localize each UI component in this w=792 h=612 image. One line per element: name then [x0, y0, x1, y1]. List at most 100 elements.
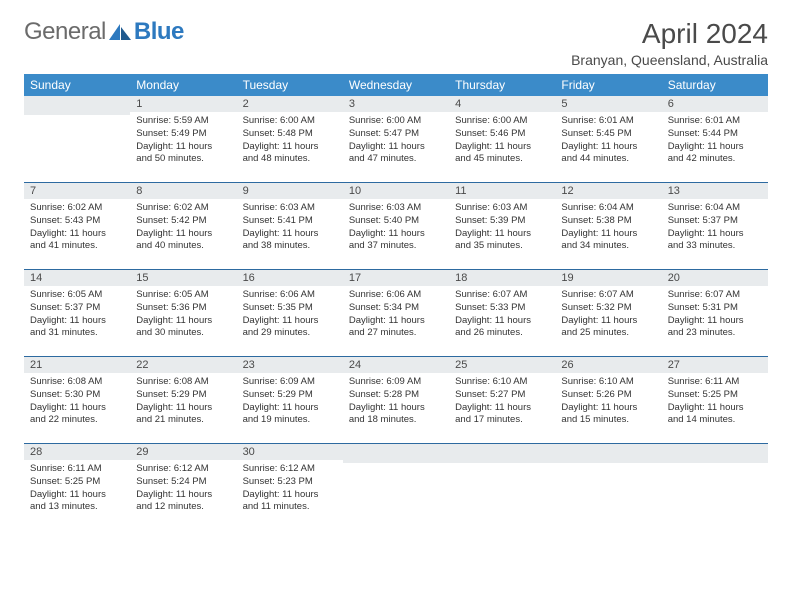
calendar-cell: 19Sunrise: 6:07 AMSunset: 5:32 PMDayligh… — [555, 270, 661, 357]
calendar-cell: 20Sunrise: 6:07 AMSunset: 5:31 PMDayligh… — [662, 270, 768, 357]
day-details: Sunrise: 6:03 AMSunset: 5:39 PMDaylight:… — [449, 199, 555, 257]
calendar-cell: 1Sunrise: 5:59 AMSunset: 5:49 PMDaylight… — [130, 96, 236, 183]
day-details: Sunrise: 6:07 AMSunset: 5:32 PMDaylight:… — [555, 286, 661, 344]
calendar-cell: 7Sunrise: 6:02 AMSunset: 5:43 PMDaylight… — [24, 183, 130, 270]
day-details: Sunrise: 6:03 AMSunset: 5:40 PMDaylight:… — [343, 199, 449, 257]
calendar-cell — [343, 444, 449, 531]
day-number: 26 — [555, 357, 661, 373]
calendar-cell: 29Sunrise: 6:12 AMSunset: 5:24 PMDayligh… — [130, 444, 236, 531]
brand-part1: General — [24, 18, 106, 46]
day-number: 5 — [555, 96, 661, 112]
day-details: Sunrise: 6:00 AMSunset: 5:47 PMDaylight:… — [343, 112, 449, 170]
day-details: Sunrise: 6:05 AMSunset: 5:36 PMDaylight:… — [130, 286, 236, 344]
day-number: 6 — [662, 96, 768, 112]
day-details: Sunrise: 6:08 AMSunset: 5:29 PMDaylight:… — [130, 373, 236, 431]
day-details: Sunrise: 6:05 AMSunset: 5:37 PMDaylight:… — [24, 286, 130, 344]
calendar-cell — [24, 96, 130, 183]
day-number: 11 — [449, 183, 555, 199]
day-number — [449, 444, 555, 463]
calendar-cell: 8Sunrise: 6:02 AMSunset: 5:42 PMDaylight… — [130, 183, 236, 270]
day-header: Thursday — [449, 74, 555, 96]
calendar-table: SundayMondayTuesdayWednesdayThursdayFrid… — [24, 74, 768, 530]
day-header: Sunday — [24, 74, 130, 96]
day-details: Sunrise: 6:04 AMSunset: 5:37 PMDaylight:… — [662, 199, 768, 257]
day-number: 8 — [130, 183, 236, 199]
calendar-cell: 25Sunrise: 6:10 AMSunset: 5:27 PMDayligh… — [449, 357, 555, 444]
calendar-cell: 2Sunrise: 6:00 AMSunset: 5:48 PMDaylight… — [237, 96, 343, 183]
calendar-cell: 5Sunrise: 6:01 AMSunset: 5:45 PMDaylight… — [555, 96, 661, 183]
day-number: 22 — [130, 357, 236, 373]
calendar-cell: 15Sunrise: 6:05 AMSunset: 5:36 PMDayligh… — [130, 270, 236, 357]
calendar-week: 14Sunrise: 6:05 AMSunset: 5:37 PMDayligh… — [24, 270, 768, 357]
day-number: 19 — [555, 270, 661, 286]
day-details: Sunrise: 5:59 AMSunset: 5:49 PMDaylight:… — [130, 112, 236, 170]
calendar-cell — [449, 444, 555, 531]
day-number: 12 — [555, 183, 661, 199]
calendar-cell: 6Sunrise: 6:01 AMSunset: 5:44 PMDaylight… — [662, 96, 768, 183]
day-number: 16 — [237, 270, 343, 286]
calendar-cell: 28Sunrise: 6:11 AMSunset: 5:25 PMDayligh… — [24, 444, 130, 531]
day-number: 14 — [24, 270, 130, 286]
day-details: Sunrise: 6:10 AMSunset: 5:26 PMDaylight:… — [555, 373, 661, 431]
day-number: 17 — [343, 270, 449, 286]
day-details: Sunrise: 6:06 AMSunset: 5:34 PMDaylight:… — [343, 286, 449, 344]
day-details: Sunrise: 6:10 AMSunset: 5:27 PMDaylight:… — [449, 373, 555, 431]
day-details: Sunrise: 6:09 AMSunset: 5:29 PMDaylight:… — [237, 373, 343, 431]
calendar-cell: 22Sunrise: 6:08 AMSunset: 5:29 PMDayligh… — [130, 357, 236, 444]
day-number: 18 — [449, 270, 555, 286]
day-number — [662, 444, 768, 463]
day-number: 2 — [237, 96, 343, 112]
calendar-cell: 24Sunrise: 6:09 AMSunset: 5:28 PMDayligh… — [343, 357, 449, 444]
day-number: 28 — [24, 444, 130, 460]
day-details: Sunrise: 6:02 AMSunset: 5:42 PMDaylight:… — [130, 199, 236, 257]
calendar-cell: 4Sunrise: 6:00 AMSunset: 5:46 PMDaylight… — [449, 96, 555, 183]
day-header: Tuesday — [237, 74, 343, 96]
header: General Blue April 2024 Branyan, Queensl… — [24, 18, 768, 68]
day-number: 24 — [343, 357, 449, 373]
day-number: 3 — [343, 96, 449, 112]
calendar-cell: 3Sunrise: 6:00 AMSunset: 5:47 PMDaylight… — [343, 96, 449, 183]
day-number: 9 — [237, 183, 343, 199]
day-details: Sunrise: 6:01 AMSunset: 5:45 PMDaylight:… — [555, 112, 661, 170]
day-details: Sunrise: 6:04 AMSunset: 5:38 PMDaylight:… — [555, 199, 661, 257]
day-number: 29 — [130, 444, 236, 460]
title-block: April 2024 Branyan, Queensland, Australi… — [571, 18, 768, 68]
calendar-cell: 16Sunrise: 6:06 AMSunset: 5:35 PMDayligh… — [237, 270, 343, 357]
calendar-cell: 11Sunrise: 6:03 AMSunset: 5:39 PMDayligh… — [449, 183, 555, 270]
calendar-cell — [555, 444, 661, 531]
calendar-cell: 14Sunrise: 6:05 AMSunset: 5:37 PMDayligh… — [24, 270, 130, 357]
day-number: 4 — [449, 96, 555, 112]
calendar-week: 7Sunrise: 6:02 AMSunset: 5:43 PMDaylight… — [24, 183, 768, 270]
day-details: Sunrise: 6:03 AMSunset: 5:41 PMDaylight:… — [237, 199, 343, 257]
day-details: Sunrise: 6:12 AMSunset: 5:24 PMDaylight:… — [130, 460, 236, 518]
calendar-cell: 13Sunrise: 6:04 AMSunset: 5:37 PMDayligh… — [662, 183, 768, 270]
calendar-cell: 10Sunrise: 6:03 AMSunset: 5:40 PMDayligh… — [343, 183, 449, 270]
calendar-cell: 30Sunrise: 6:12 AMSunset: 5:23 PMDayligh… — [237, 444, 343, 531]
calendar-cell: 26Sunrise: 6:10 AMSunset: 5:26 PMDayligh… — [555, 357, 661, 444]
day-number: 20 — [662, 270, 768, 286]
calendar-cell: 23Sunrise: 6:09 AMSunset: 5:29 PMDayligh… — [237, 357, 343, 444]
calendar-cell: 9Sunrise: 6:03 AMSunset: 5:41 PMDaylight… — [237, 183, 343, 270]
day-details: Sunrise: 6:06 AMSunset: 5:35 PMDaylight:… — [237, 286, 343, 344]
brand-sail-icon — [109, 24, 131, 40]
brand-part2: Blue — [134, 18, 184, 46]
day-details: Sunrise: 6:11 AMSunset: 5:25 PMDaylight:… — [24, 460, 130, 518]
month-title: April 2024 — [571, 18, 768, 50]
day-number: 10 — [343, 183, 449, 199]
calendar-week: 21Sunrise: 6:08 AMSunset: 5:30 PMDayligh… — [24, 357, 768, 444]
calendar-head: SundayMondayTuesdayWednesdayThursdayFrid… — [24, 74, 768, 96]
day-header: Friday — [555, 74, 661, 96]
day-details: Sunrise: 6:07 AMSunset: 5:31 PMDaylight:… — [662, 286, 768, 344]
day-details: Sunrise: 6:08 AMSunset: 5:30 PMDaylight:… — [24, 373, 130, 431]
day-number: 27 — [662, 357, 768, 373]
day-details: Sunrise: 6:07 AMSunset: 5:33 PMDaylight:… — [449, 286, 555, 344]
calendar-cell: 17Sunrise: 6:06 AMSunset: 5:34 PMDayligh… — [343, 270, 449, 357]
day-details: Sunrise: 6:01 AMSunset: 5:44 PMDaylight:… — [662, 112, 768, 170]
day-number: 23 — [237, 357, 343, 373]
calendar-cell: 12Sunrise: 6:04 AMSunset: 5:38 PMDayligh… — [555, 183, 661, 270]
day-number — [343, 444, 449, 463]
location-label: Branyan, Queensland, Australia — [571, 52, 768, 68]
day-number: 1 — [130, 96, 236, 112]
day-number — [555, 444, 661, 463]
day-header: Monday — [130, 74, 236, 96]
